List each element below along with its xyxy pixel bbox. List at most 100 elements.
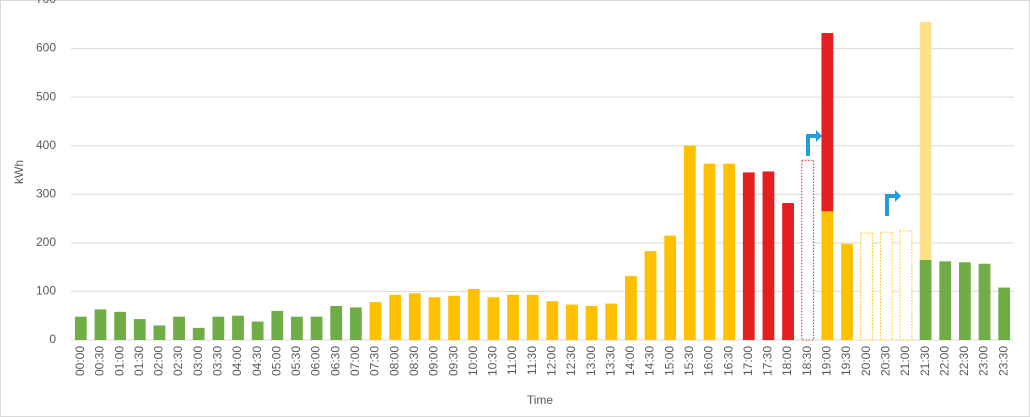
shift-arrow bbox=[885, 194, 896, 216]
x-tick-label: 08:30 bbox=[407, 346, 421, 376]
y-tick-label: 100 bbox=[36, 284, 56, 298]
x-tick-label: 02:30 bbox=[171, 346, 185, 376]
bar bbox=[114, 311, 127, 340]
bar bbox=[330, 306, 343, 340]
x-tick-label: 08:00 bbox=[387, 346, 401, 376]
bar bbox=[762, 171, 775, 340]
y-tick-label: 600 bbox=[36, 41, 56, 55]
bar bbox=[408, 293, 421, 340]
x-tick-label: 04:30 bbox=[250, 346, 264, 376]
bar bbox=[879, 231, 893, 341]
bar bbox=[212, 316, 225, 340]
bar bbox=[192, 327, 205, 340]
bar bbox=[232, 315, 244, 340]
x-tick-label: 09:00 bbox=[427, 346, 441, 376]
bar bbox=[998, 287, 1011, 340]
x-tick-label: 22:00 bbox=[937, 346, 951, 376]
bar bbox=[978, 263, 991, 340]
x-tick-label: 19:00 bbox=[820, 346, 834, 376]
bar bbox=[507, 294, 519, 340]
x-tick-label: 18:30 bbox=[800, 346, 814, 376]
x-tick-label: 09:30 bbox=[446, 346, 460, 376]
bar bbox=[742, 172, 755, 340]
x-tick-label: 15:00 bbox=[662, 346, 676, 376]
x-tick-label: 21:00 bbox=[898, 346, 912, 376]
x-tick-label: 15:30 bbox=[682, 346, 696, 376]
x-tick-label: 05:00 bbox=[269, 346, 283, 376]
x-tick-label: 00:30 bbox=[93, 346, 107, 376]
x-tick-label: 23:00 bbox=[977, 346, 991, 376]
bar bbox=[291, 316, 303, 340]
bar bbox=[133, 319, 146, 340]
x-tick-label: 12:30 bbox=[564, 346, 578, 376]
bar bbox=[585, 306, 598, 340]
bar bbox=[703, 163, 716, 340]
y-tick-label: 400 bbox=[36, 138, 56, 152]
bar bbox=[74, 316, 87, 340]
x-tick-label: 02:00 bbox=[152, 346, 166, 376]
bar bbox=[664, 235, 677, 340]
shift-arrow bbox=[806, 134, 817, 156]
x-tick-label: 07:00 bbox=[348, 346, 362, 376]
bar bbox=[173, 316, 185, 340]
y-axis-label: kWh bbox=[12, 160, 26, 184]
bar bbox=[919, 21, 932, 260]
bar bbox=[723, 163, 736, 340]
x-tick-label: 10:00 bbox=[466, 346, 480, 376]
bar bbox=[448, 295, 460, 340]
bar bbox=[271, 310, 284, 340]
bar bbox=[841, 243, 853, 340]
shift-arrow-head bbox=[895, 190, 901, 202]
x-tick-label: 07:30 bbox=[368, 346, 382, 376]
x-tick-label: 17:00 bbox=[741, 346, 755, 376]
bar bbox=[899, 230, 913, 341]
bar bbox=[310, 316, 323, 340]
y-tick-label: 300 bbox=[36, 186, 56, 200]
x-tick-label: 13:00 bbox=[584, 346, 598, 376]
x-tick-label: 17:30 bbox=[761, 346, 775, 376]
x-tick-label: 01:00 bbox=[112, 346, 126, 376]
bar bbox=[801, 159, 815, 341]
x-tick-label: 22:30 bbox=[957, 346, 971, 376]
y-tick-label: 700 bbox=[36, 0, 56, 6]
bar bbox=[958, 262, 971, 340]
bar bbox=[349, 307, 362, 340]
shift-arrow-head bbox=[816, 130, 822, 142]
x-tick-label: 13:30 bbox=[603, 346, 617, 376]
y-tick-label: 0 bbox=[49, 332, 56, 346]
y-tick-label: 500 bbox=[36, 89, 56, 103]
bar bbox=[605, 303, 618, 340]
x-tick-label: 03:00 bbox=[191, 346, 205, 376]
x-axis-label: Time bbox=[527, 393, 554, 407]
bar bbox=[153, 325, 166, 340]
x-tick-label: 01:30 bbox=[132, 346, 146, 376]
plot: 0 100 200 300 400 500 600 700 00:00 00:30 01:00 01:… bbox=[36, 0, 1014, 376]
x-tick-label: 18:00 bbox=[780, 346, 794, 376]
x-tick-label: 06:00 bbox=[309, 346, 323, 376]
bar bbox=[821, 211, 834, 340]
x-tick-label: 14:00 bbox=[623, 346, 637, 376]
x-tick-label: 04:00 bbox=[230, 346, 244, 376]
y-tick-label: 200 bbox=[36, 235, 56, 249]
x-tick-label: 23:30 bbox=[996, 346, 1010, 376]
x-tick-label: 10:30 bbox=[486, 346, 500, 376]
x-tick-label: 20:30 bbox=[878, 346, 892, 376]
bar bbox=[546, 301, 559, 340]
bar bbox=[683, 145, 696, 340]
bar bbox=[860, 232, 874, 341]
x-tick-label: 19:30 bbox=[839, 346, 853, 376]
bar bbox=[644, 251, 657, 340]
x-tick-label: 11:00 bbox=[505, 346, 519, 375]
x-tick-label: 16:00 bbox=[702, 346, 716, 376]
x-tick-label: 00:00 bbox=[73, 346, 87, 376]
bar bbox=[821, 33, 834, 212]
x-tick-label: 03:30 bbox=[211, 346, 225, 376]
bar bbox=[467, 289, 480, 340]
x-tick-label: 05:30 bbox=[289, 346, 303, 376]
bar bbox=[919, 259, 932, 340]
bar bbox=[625, 275, 637, 340]
x-tick-label: 11:30 bbox=[525, 346, 539, 375]
bar bbox=[251, 321, 264, 340]
bar bbox=[389, 294, 402, 340]
